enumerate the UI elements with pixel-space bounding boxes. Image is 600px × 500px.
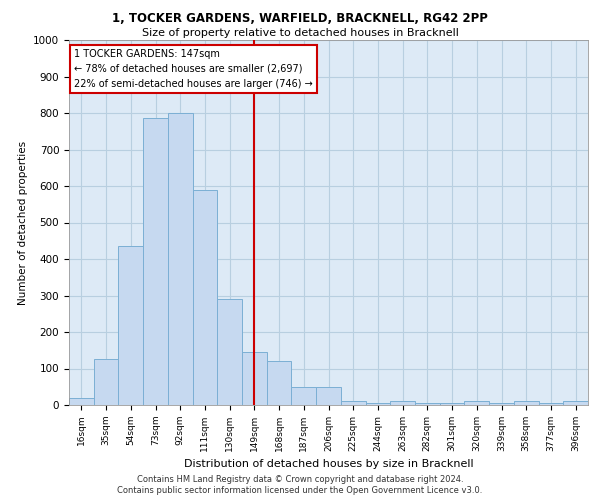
Bar (143, 118, 168, 405)
Bar (316, 387, 341, 405)
Bar (193, 190, 217, 405)
Bar (539, 403, 563, 405)
Bar (390, 402, 415, 405)
X-axis label: Distribution of detached houses by size in Bracknell: Distribution of detached houses by size … (184, 460, 473, 469)
Text: 1, TOCKER GARDENS, WARFIELD, BRACKNELL, RG42 2PP: 1, TOCKER GARDENS, WARFIELD, BRACKNELL, … (112, 12, 488, 26)
Bar (292, 387, 316, 405)
Bar (168, 113, 193, 405)
Text: 1 TOCKER GARDENS: 147sqm
← 78% of detached houses are smaller (2,697)
22% of sem: 1 TOCKER GARDENS: 147sqm ← 78% of detach… (74, 49, 313, 88)
Bar (118, 246, 143, 405)
Text: Size of property relative to detached houses in Bracknell: Size of property relative to detached ho… (142, 28, 458, 38)
Bar (242, 352, 267, 405)
Bar (94, 360, 118, 405)
Bar (415, 403, 440, 405)
Bar (341, 402, 365, 405)
Bar (217, 299, 242, 405)
Bar (563, 402, 588, 405)
Text: Contains HM Land Registry data © Crown copyright and database right 2024.: Contains HM Land Registry data © Crown c… (137, 475, 463, 484)
Y-axis label: Number of detached properties: Number of detached properties (17, 140, 28, 304)
Bar (514, 402, 539, 405)
Text: Contains public sector information licensed under the Open Government Licence v3: Contains public sector information licen… (118, 486, 482, 495)
Bar (489, 403, 514, 405)
Bar (69, 398, 94, 405)
Bar (464, 402, 489, 405)
Bar (365, 403, 390, 405)
Bar (267, 361, 292, 405)
Bar (440, 403, 464, 405)
